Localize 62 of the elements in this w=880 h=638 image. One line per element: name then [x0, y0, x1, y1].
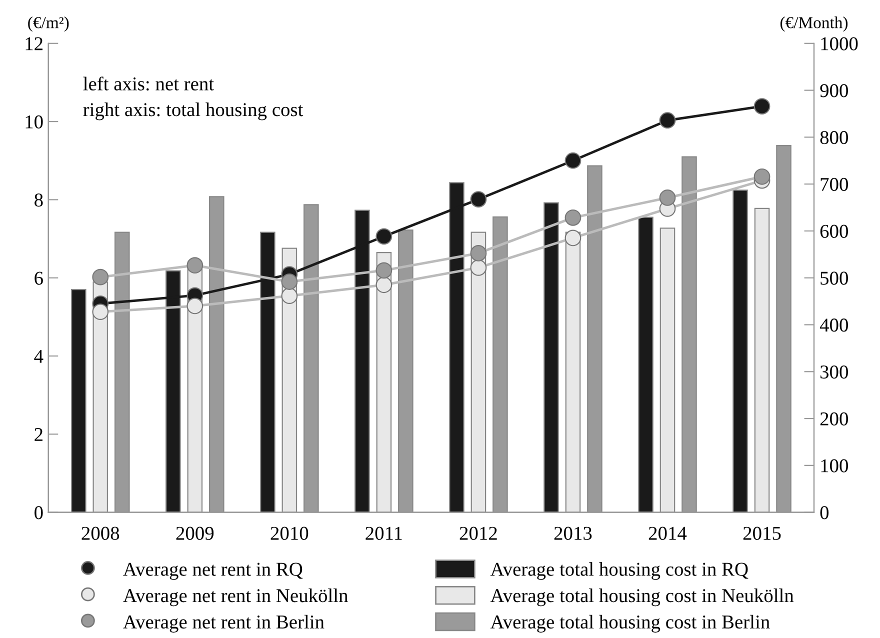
y2-tick-label: 400 [820, 318, 848, 332]
y-tick-label: 12 [26, 37, 42, 50]
point [186, 298, 204, 314]
point [92, 304, 109, 320]
point [564, 230, 582, 246]
y2-tick-label: 300 [820, 365, 848, 379]
point [754, 98, 770, 114]
x-tick-label: 2008 [82, 526, 120, 540]
y-tick-label: 0 [34, 506, 43, 520]
x-tick-label: 2012 [460, 526, 497, 540]
y-axis-title: (€/m²) [28, 16, 69, 32]
y2-tick-label: 500 [820, 272, 848, 285]
bar [754, 208, 770, 512]
x-tick-label: 2010 [270, 526, 308, 540]
x-tick-label: 2011 [366, 526, 402, 540]
y2-axis-title: (€/Month) [780, 16, 848, 32]
point [564, 152, 582, 169]
y-tick-label: 2 [34, 428, 42, 441]
bar [92, 282, 108, 512]
point [281, 274, 298, 290]
y2-tick-label: 900 [820, 84, 848, 98]
point [470, 191, 487, 208]
x-tick-label: 2009 [176, 526, 214, 540]
point [470, 259, 487, 276]
bar [660, 228, 676, 512]
point [186, 257, 204, 274]
y2-tick-label: 700 [820, 178, 848, 191]
x-tick-label: 2013 [554, 526, 592, 540]
legend-label: Average total housing cost in Berlin [490, 614, 770, 633]
y-tick-label: 10 [26, 115, 43, 128]
y2-tick-label: 200 [820, 412, 848, 426]
y2-tick-label: 100 [821, 459, 848, 472]
annotation: left axis: net rent [83, 76, 214, 91]
x-tick-label: 2014 [648, 526, 687, 540]
y2-tick-label: 1000 [821, 37, 858, 50]
bar [732, 190, 748, 512]
point [376, 228, 392, 245]
legend-label: Average net rent in RQ [123, 562, 303, 580]
point [470, 245, 487, 262]
bar [71, 289, 86, 512]
y2-tick-label: 0 [820, 506, 829, 520]
legend-label: Average total housing cost in Neukölln [490, 588, 794, 606]
point [659, 190, 676, 206]
y-tick-label: 6 [34, 272, 43, 285]
x-tick-label: 2015 [743, 526, 781, 540]
point [659, 112, 676, 129]
point [564, 209, 582, 226]
point [376, 262, 392, 279]
y-tick-label: 4 [34, 350, 44, 363]
legend-label: Average total housing cost in RQ [490, 562, 748, 580]
point [92, 268, 109, 286]
point [754, 168, 770, 185]
legend-label: Average net rent in Neukölln [123, 588, 348, 606]
y2-tick-label: 800 [820, 130, 848, 144]
bar [638, 216, 654, 512]
annotation: right axis: total housing cost [83, 102, 304, 120]
point [281, 288, 298, 304]
y2-tick-label: 600 [820, 224, 848, 238]
legend-label: Average net rent in Berlin [123, 614, 324, 633]
point [376, 276, 392, 294]
bar [544, 202, 559, 512]
y-tick-label: 8 [34, 194, 43, 207]
